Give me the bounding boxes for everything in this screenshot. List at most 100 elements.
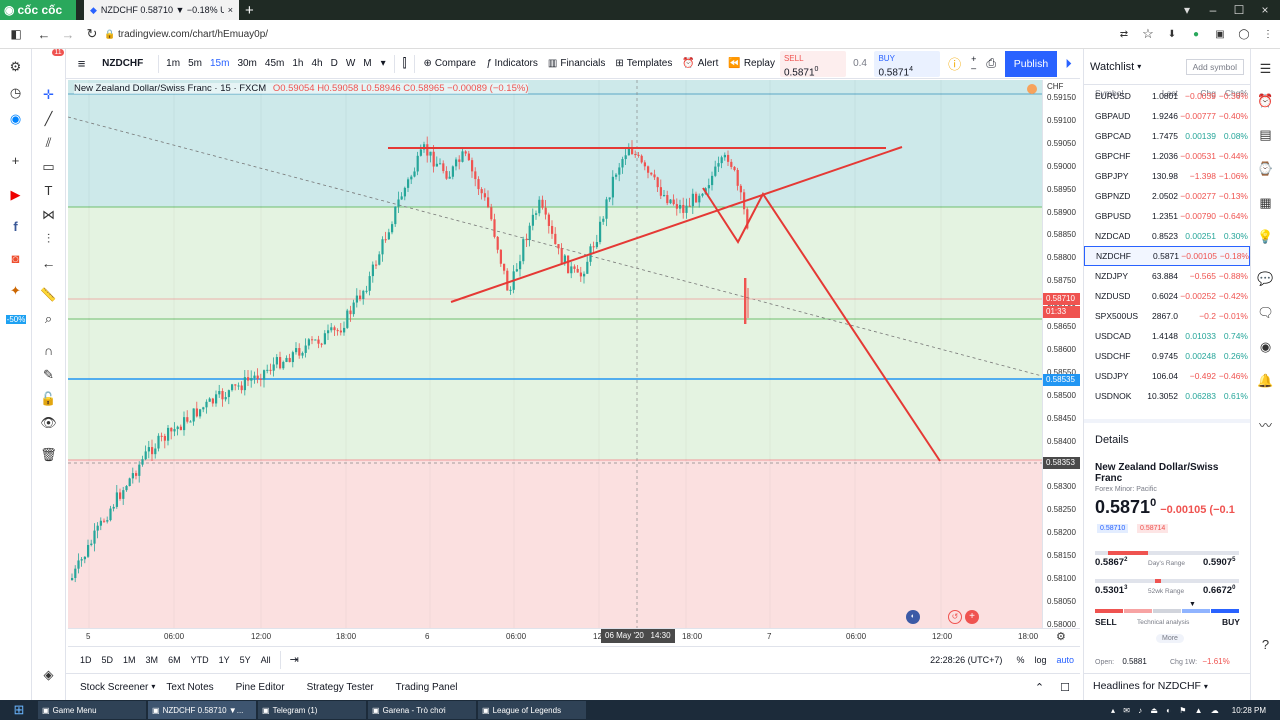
- rectangle-icon[interactable]: ▭: [42, 159, 55, 174]
- financials-button[interactable]: ▥ Financials: [547, 58, 606, 69]
- interval-1h[interactable]: 1h: [292, 58, 304, 69]
- translate-icon[interactable]: ⇄: [1119, 28, 1129, 40]
- interval-4h[interactable]: 4h: [311, 58, 323, 69]
- download-icon[interactable]: ⬇: [1167, 28, 1177, 40]
- menu-hamburger-icon[interactable]: ≡: [77, 56, 86, 71]
- bottom-tab-stock-screener[interactable]: Stock Screener: [80, 681, 149, 693]
- watchlist-row-nzdjpy[interactable]: NZDJPY 63.884 −0.565 −0.88%: [1084, 266, 1250, 286]
- interval-M[interactable]: M: [363, 58, 372, 69]
- details-title[interactable]: Details: [1095, 434, 1129, 446]
- start-button-icon[interactable]: ⊞: [13, 702, 25, 717]
- percent-toggle[interactable]: %: [1016, 654, 1025, 665]
- compare-button[interactable]: ⊕ Compare: [423, 58, 476, 69]
- add-app-icon[interactable]: +: [11, 153, 20, 168]
- range-YTD[interactable]: YTD: [190, 654, 209, 665]
- taskbar-item[interactable]: ▣ Game Menu: [38, 701, 146, 719]
- profile-icon[interactable]: ◯: [1238, 28, 1250, 40]
- watchlist-row-usdchf[interactable]: USDCHF 0.9745 0.00248 0.26%: [1084, 346, 1250, 366]
- extension-icon[interactable]: ●: [1192, 28, 1200, 40]
- range-1M[interactable]: 1M: [123, 654, 136, 665]
- bookmark-star-icon[interactable]: ☆: [1142, 26, 1154, 41]
- chart-settings-gear-icon[interactable]: ⚙: [1056, 631, 1066, 643]
- bar-style-icon[interactable]: ⫿: [402, 56, 407, 70]
- taskbar-item[interactable]: ▣ Telegram (1): [258, 701, 366, 719]
- prediction-icon[interactable]: ⫶: [46, 231, 51, 246]
- range-1Y[interactable]: 1Y: [218, 654, 230, 665]
- menu-icon[interactable]: ⋮: [1263, 28, 1273, 40]
- auto-toggle[interactable]: auto: [1056, 654, 1074, 665]
- private-chat-icon[interactable]: 🗨: [1257, 305, 1274, 320]
- camera-icon[interactable]: ⎙: [986, 56, 997, 70]
- bottom-tab-pine-editor[interactable]: Pine Editor: [235, 681, 285, 693]
- pitchfork-icon[interactable]: ⫽: [45, 135, 52, 150]
- alerts-clock-icon[interactable]: ⏰: [1257, 93, 1274, 108]
- clock-timezone[interactable]: 22:28:26 (UTC+7): [930, 654, 1003, 665]
- time-axis[interactable]: 506:0012:0018:00606:0012:0018:00706:0012…: [68, 628, 1080, 645]
- window-minimize-icon[interactable]: –: [1209, 3, 1217, 17]
- url-field[interactable]: tradingview.com/chart/hEmuay0p/: [118, 28, 269, 40]
- info-icon[interactable]: ⓘ: [948, 57, 962, 72]
- youtube-icon[interactable]: ▶: [10, 187, 21, 202]
- taskbar-item[interactable]: ▣ NZDCHF 0.58710 ▼...: [148, 701, 256, 719]
- column-header[interactable]: Last: [1161, 88, 1178, 98]
- data-window-icon[interactable]: ▤: [1259, 127, 1272, 142]
- watchlist-row-nzdcad[interactable]: NZDCAD 0.8523 0.00251 0.30%: [1084, 226, 1250, 246]
- interval-15m[interactable]: 15m: [209, 58, 230, 69]
- taskbar-item[interactable]: ▣ Garena - Trò chơi: [368, 701, 476, 719]
- indicators-button[interactable]: ƒ Indicators: [485, 58, 538, 69]
- sell-button[interactable]: SELL 0.58710: [779, 50, 846, 78]
- help-icon[interactable]: ?: [1261, 637, 1270, 652]
- window-pin-icon[interactable]: ▾: [1183, 3, 1191, 17]
- close-tab-icon[interactable]: ×: [227, 5, 233, 15]
- column-header[interactable]: Symbol: [1095, 88, 1124, 98]
- discount-badge-icon[interactable]: -50%: [6, 315, 26, 324]
- more-button[interactable]: More: [1156, 634, 1184, 643]
- watchlist-row-gbpaud[interactable]: GBPAUD 1.9246 −0.00777 −0.40%: [1084, 106, 1250, 126]
- range-All[interactable]: All: [260, 654, 271, 665]
- sidebar-toggle-icon[interactable]: ◧: [10, 27, 22, 41]
- range-6M[interactable]: 6M: [168, 654, 181, 665]
- notifications-bell-icon[interactable]: 🔔: [1257, 373, 1274, 388]
- symbol-search[interactable]: NZDCHF: [102, 58, 144, 69]
- range-5Y[interactable]: 5Y: [239, 654, 251, 665]
- column-header[interactable]: Chg%: [1224, 88, 1248, 98]
- watchlist-row-spx500us[interactable]: SPX500US 2867.0 −0.2 −0.01%: [1084, 306, 1250, 326]
- range-5D[interactable]: 5D: [101, 654, 114, 665]
- interval-D[interactable]: D: [330, 58, 338, 69]
- chat-icon[interactable]: 💬: [1257, 271, 1274, 286]
- back-icon[interactable]: ←: [37, 26, 51, 42]
- new-tab-icon[interactable]: +: [245, 1, 254, 19]
- pattern-icon[interactable]: ⋈: [42, 207, 55, 222]
- messenger-icon[interactable]: ◉: [9, 111, 22, 126]
- forward-icon[interactable]: →: [61, 26, 75, 42]
- facebook-icon[interactable]: f: [13, 219, 18, 234]
- interval-W[interactable]: W: [345, 58, 356, 69]
- watchlist-row-eurusd[interactable]: EURUSD 1.0801 −0.0039 −0.36%: [1084, 93, 1250, 106]
- lock-all-icon[interactable]: 🔓: [40, 391, 57, 406]
- interval-45m[interactable]: 45m: [264, 58, 285, 69]
- trendline-icon[interactable]: ╱: [44, 111, 53, 126]
- browser-logo[interactable]: ◉ cốc cốc: [0, 0, 76, 20]
- interval-dropdown-icon[interactable]: ▾: [380, 58, 386, 69]
- events-icon[interactable]: ◐: [906, 610, 920, 624]
- text-icon[interactable]: T: [44, 183, 53, 198]
- collapse-panel-icon[interactable]: ⌃: [1034, 681, 1045, 694]
- hotlist-icon[interactable]: ⌚: [1257, 161, 1274, 176]
- play-circle-icon[interactable]: ⏵: [1065, 55, 1072, 71]
- publish-button[interactable]: Publish: [1005, 50, 1057, 77]
- ruler-icon[interactable]: 📏: [40, 287, 57, 302]
- watchlist-row-nzdchf[interactable]: NZDCHF 0.5871 −0.00105 −0.18%: [1084, 246, 1250, 266]
- window-maximize-icon[interactable]: ☐: [1233, 3, 1245, 17]
- watchlist-row-nzdusd[interactable]: NZDUSD 0.6024 −0.00252 −0.42%: [1084, 286, 1250, 306]
- templates-button[interactable]: ⊞ Templates: [615, 58, 673, 69]
- shopee-icon[interactable]: ◙: [11, 251, 20, 266]
- lock-drawing-icon[interactable]: ✎: [43, 367, 54, 382]
- ideas-lightbulb-icon[interactable]: 💡: [1257, 229, 1274, 244]
- watchlist-title[interactable]: Watchlist: [1090, 60, 1135, 73]
- watchlist-row-usdjpy[interactable]: USDJPY 106.04 −0.492 −0.46%: [1084, 366, 1250, 386]
- order-panel-icon[interactable]: 〰: [1258, 418, 1272, 433]
- chart-pane[interactable]: New Zealand Dollar/Swiss Franc · 15 · FX…: [68, 80, 1042, 628]
- calendar-icon[interactable]: ▦: [1259, 195, 1272, 210]
- magnet-icon[interactable]: ∩: [43, 343, 54, 358]
- headlines-header[interactable]: Headlines for NZDCHF ▾: [1084, 673, 1250, 700]
